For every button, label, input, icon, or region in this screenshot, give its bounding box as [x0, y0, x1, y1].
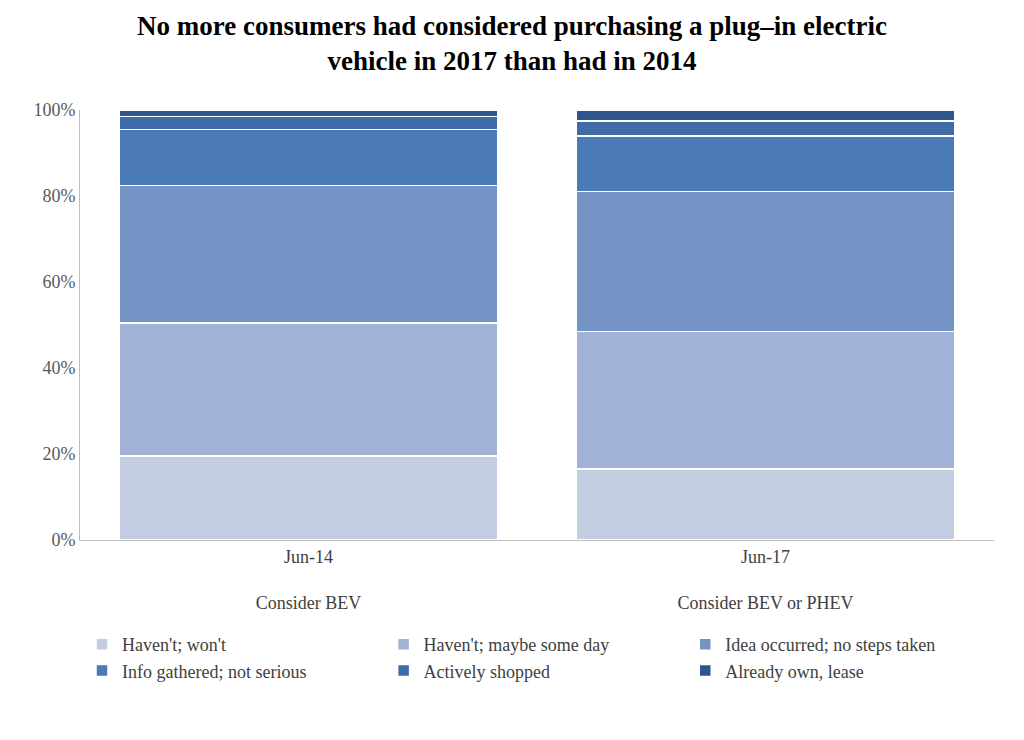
- svg-text:Info gathered; not serious: Info gathered; not serious: [122, 662, 306, 682]
- svg-text:40%: 40%: [42, 358, 75, 378]
- svg-text:20%: 20%: [42, 444, 75, 464]
- svg-text:Idea occurred; no steps taken: Idea occurred; no steps taken: [725, 635, 935, 655]
- svg-text:Haven't; won't: Haven't; won't: [122, 635, 226, 655]
- svg-text:Jun-17Consider BEV or PHEV: Jun-17Consider BEV or PHEV: [677, 547, 853, 614]
- svg-text:0%: 0%: [51, 530, 75, 550]
- svg-text:60%: 60%: [42, 272, 75, 292]
- svg-text:Jun-14Consider BEV: Jun-14Consider BEV: [256, 547, 362, 614]
- svg-text:Actively shopped: Actively shopped: [424, 662, 550, 682]
- svg-text:100%: 100%: [33, 100, 75, 120]
- svg-text:Already own, lease: Already own, lease: [725, 662, 863, 682]
- svg-text:No more consumers had consider: No more consumers had considered purchas…: [137, 11, 887, 76]
- svg-text:80%: 80%: [42, 186, 75, 206]
- svg-text:Haven't; maybe some day: Haven't; maybe some day: [424, 635, 610, 655]
